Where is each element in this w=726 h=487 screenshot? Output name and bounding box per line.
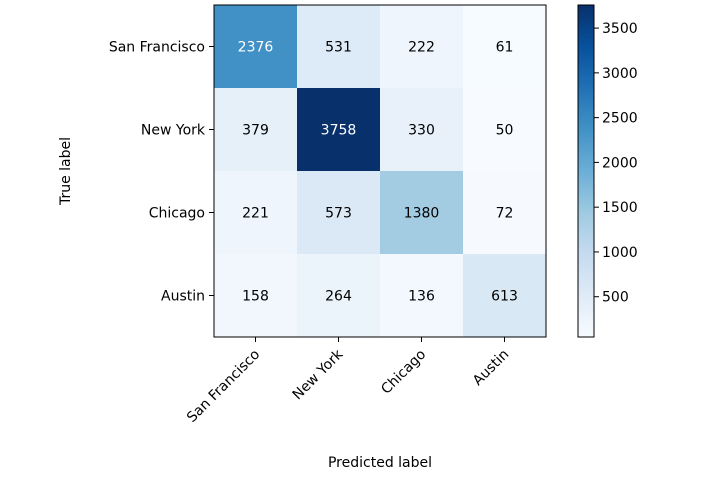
colorbar-tick-label: 1500 (602, 200, 638, 216)
cell-value-label: 136 (408, 289, 435, 305)
cell-value-label: 613 (491, 289, 518, 305)
heatmap-cell (463, 254, 547, 338)
colorbar-ticks: 500 1000 1500 2000 2500 3000 3500 (594, 21, 638, 306)
heatmap-cell (297, 88, 381, 172)
x-axis-ticks: San Francisco New York Chicago Austin (184, 337, 512, 426)
plot-frame (213, 4, 547, 338)
y-tick-label: Chicago (149, 206, 205, 222)
y-axis-label: True label (58, 137, 74, 206)
heatmap-cell (297, 254, 381, 338)
heatmap-cell (214, 5, 298, 89)
colorbar-tick-label: 3000 (602, 66, 638, 82)
cell-value-label: 61 (496, 40, 514, 56)
cell-value-label: 531 (325, 40, 352, 56)
cell-value-label: 264 (325, 289, 352, 305)
heatmap-cell (463, 171, 547, 255)
colorbar-tick-label: 3500 (602, 21, 638, 37)
cell-value-label: 573 (325, 206, 352, 222)
cell-value-label: 221 (242, 206, 269, 222)
cell-value-label: 158 (242, 289, 269, 305)
x-axis-label: Predicted label (328, 455, 432, 471)
heatmap-cells: 2376 531 222 61 379 3758 330 50 221 573 1380 72 158 2… (214, 5, 547, 338)
colorbar-tick-label: 2000 (602, 155, 638, 171)
heatmap-cell (380, 171, 464, 255)
x-tick-label: New York (290, 346, 347, 403)
x-tick-label: Austin (470, 347, 512, 389)
colorbar (577, 4, 595, 338)
cell-value-label: 222 (408, 40, 435, 56)
heatmap-cell (297, 5, 381, 89)
cell-value-label: 1380 (404, 206, 440, 222)
cell-value-label: 72 (496, 206, 514, 222)
cell-value-label: 330 (408, 123, 435, 139)
cell-value-label: 379 (242, 123, 269, 139)
y-axis-ticks: San Francisco New York Chicago Austin (109, 40, 214, 305)
x-tick-label: San Francisco (184, 347, 263, 426)
y-tick-label: New York (141, 123, 206, 139)
x-tick-label: Chicago (378, 347, 429, 398)
heatmap-cell (297, 171, 381, 255)
heatmap-cell (214, 171, 298, 255)
cell-value-label: 2376 (238, 40, 274, 56)
colorbar-tick-label: 500 (602, 290, 629, 306)
heatmap-cell (214, 88, 298, 172)
cell-value-label: 50 (496, 123, 514, 139)
heatmap-cell (463, 88, 547, 172)
heatmap-cell (380, 254, 464, 338)
heatmap-cell (463, 5, 547, 89)
heatmap-cell (214, 254, 298, 338)
colorbar-tick-label: 1000 (602, 245, 638, 261)
heatmap-cell (380, 5, 464, 89)
y-tick-label: San Francisco (109, 40, 205, 56)
colorbar-tick-label: 2500 (602, 111, 638, 127)
cell-value-label: 3758 (321, 123, 357, 139)
y-tick-label: Austin (161, 289, 205, 305)
heatmap-cell (380, 88, 464, 172)
